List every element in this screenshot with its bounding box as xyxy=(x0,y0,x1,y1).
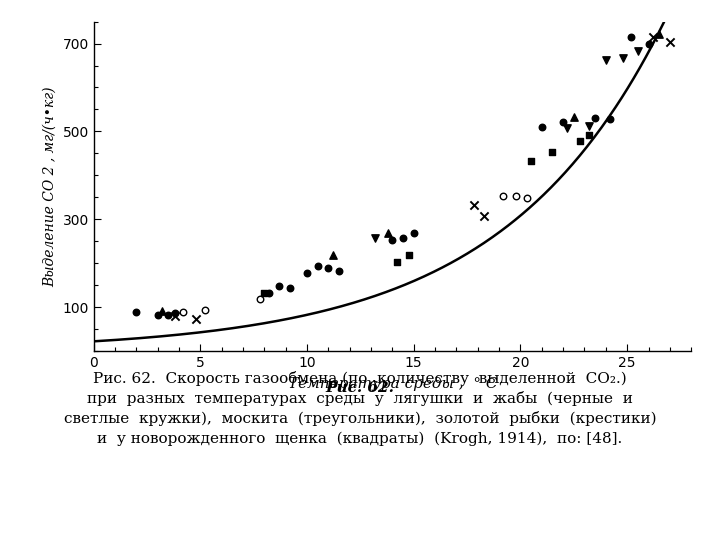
Point xyxy=(382,229,394,238)
Point xyxy=(583,122,595,130)
X-axis label: Температура среды ,  ° C: Температура среды , ° C xyxy=(288,377,497,391)
Point xyxy=(169,312,181,320)
Point xyxy=(468,201,480,210)
Point xyxy=(643,40,654,49)
Point xyxy=(575,137,586,145)
Point xyxy=(190,315,202,323)
Point xyxy=(478,211,490,220)
Y-axis label: Выделение CO 2 , мг/(ч•кг): Выделение CO 2 , мг/(ч•кг) xyxy=(42,86,57,287)
Point xyxy=(284,284,296,293)
Point xyxy=(258,289,270,298)
Text: Рис. 62.  Скорость газообмена (по  количеству  выделенной  CO₂.)
при  разных  те: Рис. 62. Скорость газообмена (по количес… xyxy=(63,370,657,446)
Point xyxy=(152,310,163,319)
Point xyxy=(199,306,210,314)
Point xyxy=(568,113,580,122)
Point xyxy=(521,194,533,202)
Point xyxy=(604,115,616,124)
Point xyxy=(387,235,398,244)
Point xyxy=(562,124,573,132)
Point xyxy=(333,266,345,275)
Point xyxy=(397,233,409,242)
Point xyxy=(647,32,659,41)
Point xyxy=(301,268,312,277)
Point xyxy=(526,157,537,166)
Text: Рис. 62.: Рис. 62. xyxy=(325,381,395,395)
Point xyxy=(156,306,168,315)
Point xyxy=(369,233,381,242)
Point xyxy=(408,229,420,238)
Point xyxy=(536,123,547,131)
Point xyxy=(130,308,142,316)
Point xyxy=(177,308,189,316)
Point xyxy=(274,282,285,291)
Point xyxy=(664,38,675,46)
Point xyxy=(583,131,595,139)
Point xyxy=(600,56,611,65)
Point xyxy=(391,258,402,266)
Point xyxy=(590,114,601,123)
Point xyxy=(254,295,266,303)
Point xyxy=(654,30,665,38)
Point xyxy=(163,310,174,319)
Point xyxy=(557,117,569,126)
Point xyxy=(323,264,334,273)
Point xyxy=(626,32,637,41)
Point xyxy=(510,192,522,201)
Point xyxy=(312,262,323,271)
Point xyxy=(498,192,509,201)
Point xyxy=(263,288,274,297)
Point xyxy=(632,47,644,56)
Point xyxy=(169,308,181,317)
Point xyxy=(546,148,558,157)
Point xyxy=(617,53,629,62)
Point xyxy=(404,251,415,260)
Point xyxy=(327,251,338,260)
